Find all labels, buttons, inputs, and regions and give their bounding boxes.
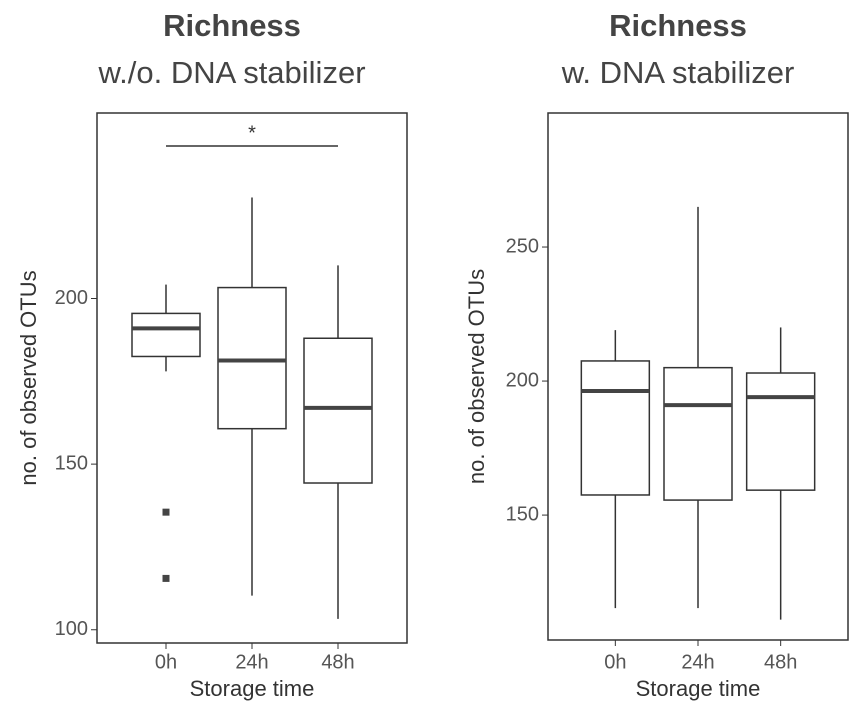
- y-tick-label: 100: [55, 618, 88, 640]
- x-tick-label: 0h: [155, 651, 177, 673]
- x-tick-label: 48h: [321, 651, 354, 673]
- box: [217, 286, 287, 430]
- x-axis-label: Storage time: [190, 676, 315, 701]
- y-axis-label: no. of observed OTUs: [16, 270, 41, 485]
- chart-subtitle: w./o. DNA stabilizer: [97, 55, 365, 90]
- y-tick-label: 150: [506, 503, 539, 525]
- x-tick-label: 48h: [764, 651, 797, 673]
- outlier: [162, 508, 170, 516]
- box: [663, 366, 733, 501]
- y-axis-label: no. of observed OTUs: [464, 269, 489, 484]
- chart-subtitle: w. DNA stabilizer: [561, 55, 795, 90]
- box: [580, 360, 651, 496]
- box: [131, 312, 201, 358]
- y-tick-label: 150: [55, 452, 88, 474]
- y-tick-label: 250: [506, 235, 539, 257]
- box: [745, 372, 816, 491]
- box: [303, 337, 373, 484]
- chart-title: Richness: [163, 8, 301, 43]
- y-tick-label: 200: [506, 369, 539, 391]
- chart-title: Richness: [609, 8, 747, 43]
- x-tick-label: 24h: [681, 651, 714, 673]
- y-tick-label: 200: [55, 287, 88, 309]
- x-axis-label: Storage time: [636, 676, 761, 701]
- x-tick-label: 0h: [604, 651, 626, 673]
- outlier: [162, 574, 170, 582]
- significance-label: *: [248, 122, 256, 144]
- x-tick-label: 24h: [235, 651, 268, 673]
